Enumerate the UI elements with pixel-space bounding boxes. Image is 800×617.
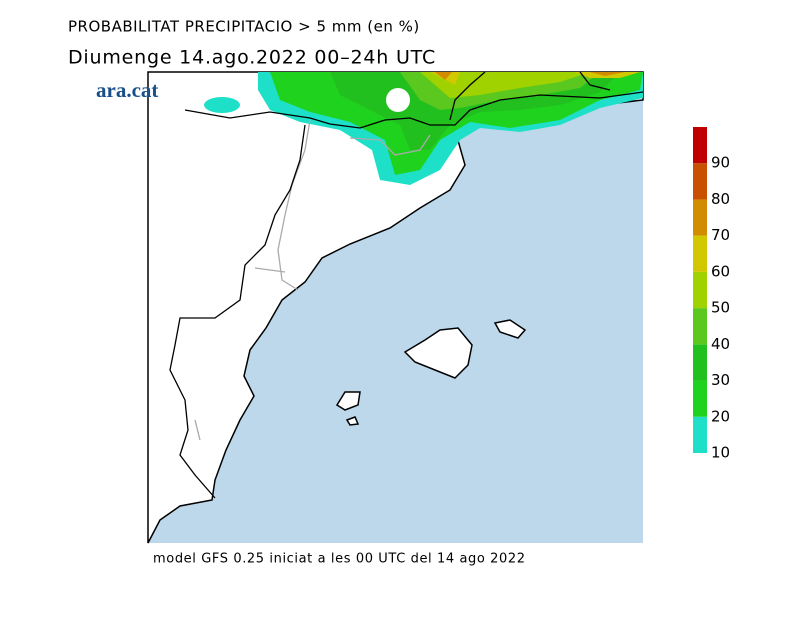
colorbar-band <box>693 416 707 453</box>
colorbar: 10 20 30 40 50 60 70 80 90 <box>693 127 730 462</box>
colorbar-tick-label: 80 <box>711 190 730 208</box>
precip-70 <box>435 72 625 80</box>
region-border <box>194 119 431 441</box>
border <box>449 71 611 121</box>
colorbar-tick-label: 90 <box>711 154 730 172</box>
colorbar-band <box>693 344 707 381</box>
island-menorca <box>493 319 527 339</box>
map <box>147 71 644 544</box>
precip-10 <box>204 97 240 113</box>
colorbar-band <box>693 271 707 309</box>
precip-50 <box>420 72 590 98</box>
colorbar-band <box>693 127 707 164</box>
island-formentera <box>345 416 360 426</box>
precip-60 <box>430 72 640 85</box>
colorbar-band <box>693 380 707 417</box>
colorbar-tick-label: 30 <box>711 371 730 389</box>
colorbar-band <box>693 235 707 272</box>
precip-gap <box>386 88 410 112</box>
colorbar-band <box>693 308 707 345</box>
colorbar-tick-label: 40 <box>711 335 730 353</box>
footer: model GFS 0.25 iniciat a les 00 UTC del … <box>153 552 526 567</box>
colorbar-tick-label: 50 <box>711 299 730 317</box>
colorbar-tick-label: 60 <box>711 262 730 280</box>
coast-detail <box>169 124 306 499</box>
title: PROBABILITAT PRECIPITACIO > 5 mm (en %) <box>68 18 420 36</box>
subtitle: Diumenge 14.ago.2022 00–24h UTC <box>68 47 436 69</box>
colorbar-tick-label: 10 <box>711 444 730 462</box>
colorbar-tick-label: 20 <box>711 407 730 425</box>
border <box>184 91 644 129</box>
colorbar-band <box>693 199 707 236</box>
island-eivissa <box>335 391 361 411</box>
colorbar-band <box>693 163 707 200</box>
colorbar-tick-label: 70 <box>711 226 730 244</box>
logo: ara.cat <box>96 78 158 102</box>
island-mallorca <box>403 327 473 379</box>
